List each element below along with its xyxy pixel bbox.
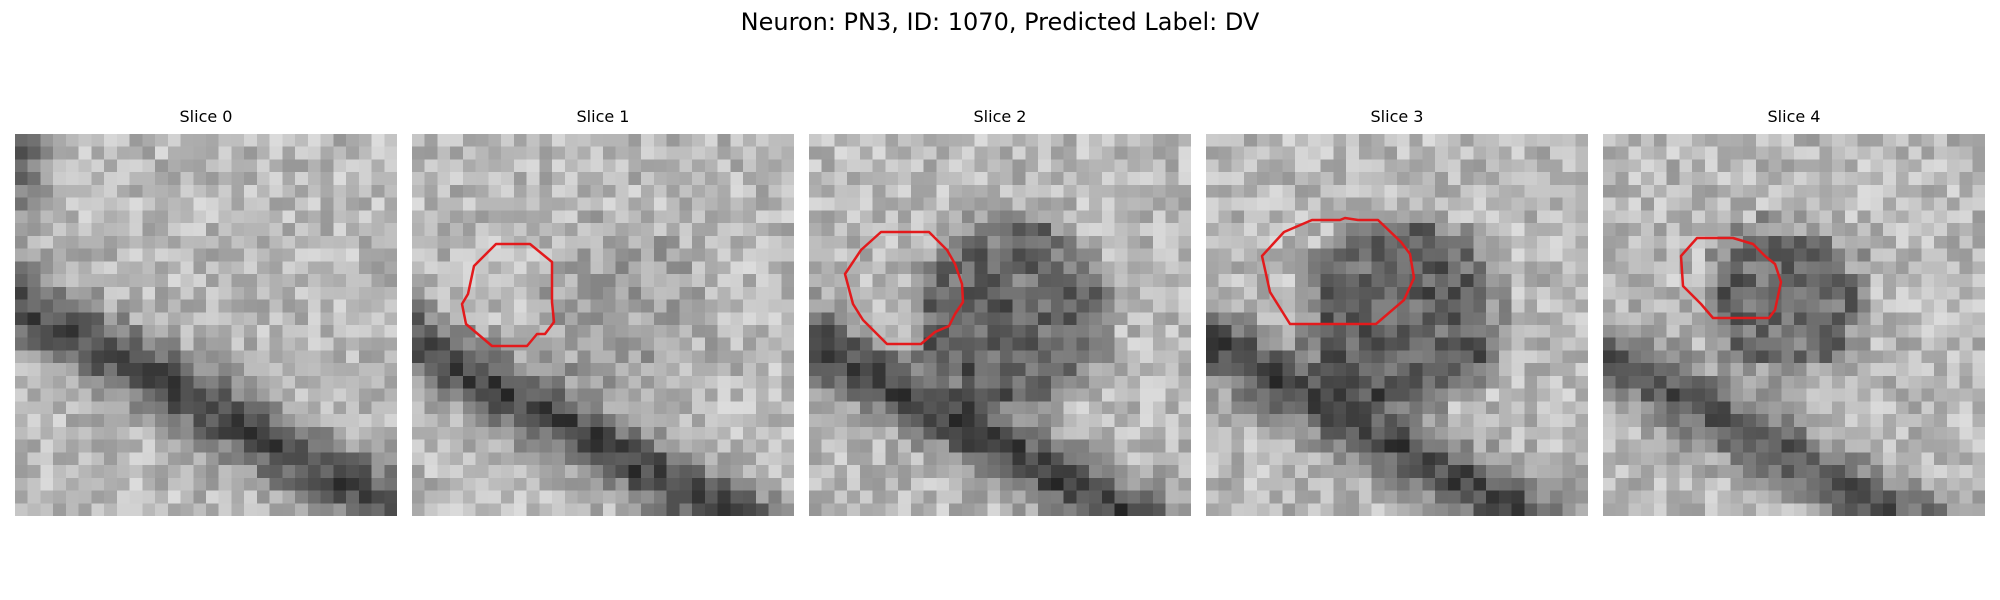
- slice-title: Slice 0: [179, 107, 233, 126]
- segmentation-contour: [1679, 236, 1783, 320]
- segmentation-contour: [843, 230, 965, 346]
- slice-panel: Slice 2: [809, 106, 1191, 516]
- microscopy-image: [1206, 134, 1588, 516]
- microscopy-image: [1603, 134, 1985, 516]
- microscopy-image: [809, 134, 1191, 516]
- slice-title: Slice 3: [1370, 107, 1424, 126]
- segmentation-contour: [1260, 216, 1416, 326]
- slice-panel: Slice 1: [412, 106, 794, 516]
- segmentation-contour: [460, 242, 556, 348]
- slice-image: [809, 134, 1191, 516]
- microscopy-image: [412, 134, 794, 516]
- microscopy-image: [15, 134, 397, 516]
- slice-title: Slice 2: [973, 107, 1027, 126]
- slice-image: [15, 134, 397, 516]
- slice-panel: Slice 3: [1206, 106, 1588, 516]
- slice-image: [1603, 134, 1985, 516]
- slice-title: Slice 1: [576, 107, 630, 126]
- figure-title: Neuron: PN3, ID: 1070, Predicted Label: …: [740, 8, 1260, 36]
- slice-panel: Slice 4: [1603, 106, 1985, 516]
- slice-panel: Slice 0: [15, 106, 397, 516]
- slice-image: [1206, 134, 1588, 516]
- slice-title: Slice 4: [1767, 107, 1821, 126]
- slice-image: [412, 134, 794, 516]
